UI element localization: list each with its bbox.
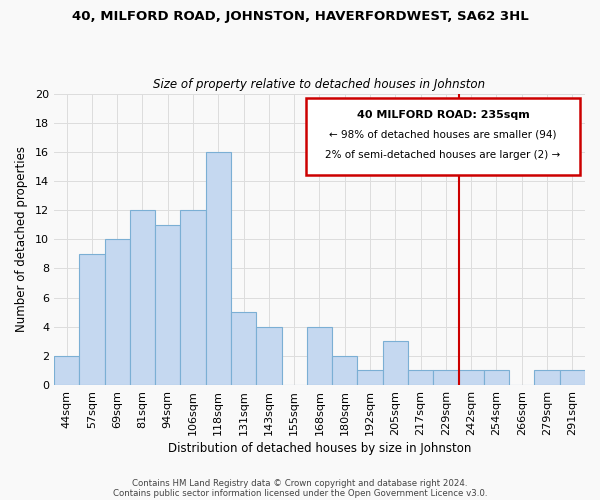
- Text: ← 98% of detached houses are smaller (94): ← 98% of detached houses are smaller (94…: [329, 130, 557, 140]
- Bar: [54, 356, 79, 385]
- Bar: [560, 370, 585, 385]
- Title: Size of property relative to detached houses in Johnston: Size of property relative to detached ho…: [154, 78, 485, 91]
- Bar: [155, 224, 181, 385]
- Text: 2% of semi-detached houses are larger (2) →: 2% of semi-detached houses are larger (2…: [325, 150, 560, 160]
- Text: 40 MILFORD ROAD: 235sqm: 40 MILFORD ROAD: 235sqm: [356, 110, 529, 120]
- Bar: [458, 370, 484, 385]
- Bar: [104, 240, 130, 385]
- Bar: [206, 152, 231, 385]
- Bar: [256, 327, 281, 385]
- Text: Contains public sector information licensed under the Open Government Licence v3: Contains public sector information licen…: [113, 488, 487, 498]
- Bar: [231, 312, 256, 385]
- FancyBboxPatch shape: [306, 98, 580, 175]
- Bar: [307, 327, 332, 385]
- Text: Contains HM Land Registry data © Crown copyright and database right 2024.: Contains HM Land Registry data © Crown c…: [132, 478, 468, 488]
- Y-axis label: Number of detached properties: Number of detached properties: [15, 146, 28, 332]
- Bar: [484, 370, 509, 385]
- Bar: [383, 342, 408, 385]
- Bar: [408, 370, 433, 385]
- X-axis label: Distribution of detached houses by size in Johnston: Distribution of detached houses by size …: [168, 442, 471, 455]
- Bar: [79, 254, 104, 385]
- Bar: [181, 210, 206, 385]
- Bar: [130, 210, 155, 385]
- Bar: [433, 370, 458, 385]
- Bar: [332, 356, 358, 385]
- Bar: [358, 370, 383, 385]
- Text: 40, MILFORD ROAD, JOHNSTON, HAVERFORDWEST, SA62 3HL: 40, MILFORD ROAD, JOHNSTON, HAVERFORDWES…: [71, 10, 529, 23]
- Bar: [535, 370, 560, 385]
